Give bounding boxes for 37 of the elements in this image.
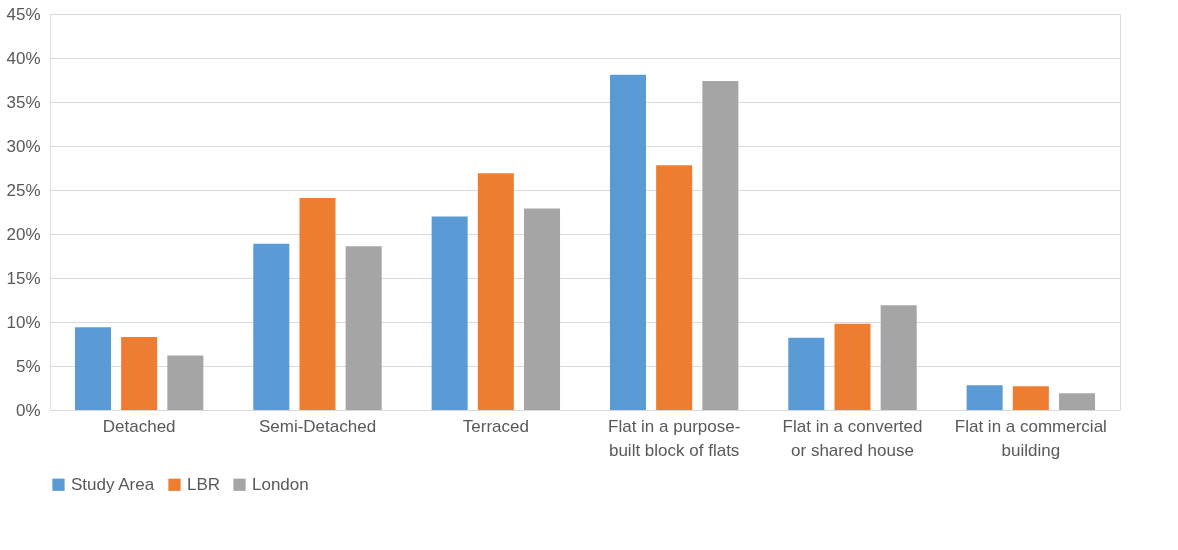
y-tick-label: 20% [6, 224, 41, 244]
x-tick-label: Semi-Detached [258, 416, 377, 436]
bar [656, 165, 693, 410]
bar [834, 323, 871, 410]
bar [966, 385, 1003, 410]
bar [788, 337, 825, 410]
x-tick-label: Flat in a converted or shared house [782, 416, 923, 460]
bar [609, 74, 646, 410]
bar [431, 216, 468, 410]
bar [477, 173, 514, 410]
bar [1012, 386, 1049, 410]
bar [880, 305, 917, 410]
y-tick-label: 35% [6, 92, 41, 112]
bar [299, 197, 336, 410]
y-tick-label: 25% [6, 180, 41, 200]
y-tick-label: 40% [6, 48, 41, 68]
x-tick-label: Detached [102, 416, 176, 436]
y-tick-label: 10% [6, 312, 41, 332]
legend-label: LBR [187, 474, 221, 494]
y-tick-label: 45% [6, 4, 41, 24]
bar [121, 336, 158, 410]
legend-label: Study Area [71, 474, 155, 494]
bar [167, 355, 204, 410]
bar [702, 80, 739, 410]
bar [345, 246, 382, 410]
x-tick-label: Flat in a commercial building [954, 416, 1107, 460]
x-tick-label: Terraced [462, 416, 529, 436]
legend-label: London [252, 474, 309, 494]
bar [1059, 393, 1096, 410]
bar [524, 208, 561, 410]
y-tick-label: 0% [15, 400, 41, 420]
y-tick-label: 5% [15, 356, 41, 376]
bar [74, 327, 111, 410]
y-tick-label: 15% [6, 268, 41, 288]
x-tick-label: Flat in a purpose-built block of flats [608, 416, 741, 460]
bar [253, 243, 290, 410]
y-tick-label: 30% [6, 136, 41, 156]
